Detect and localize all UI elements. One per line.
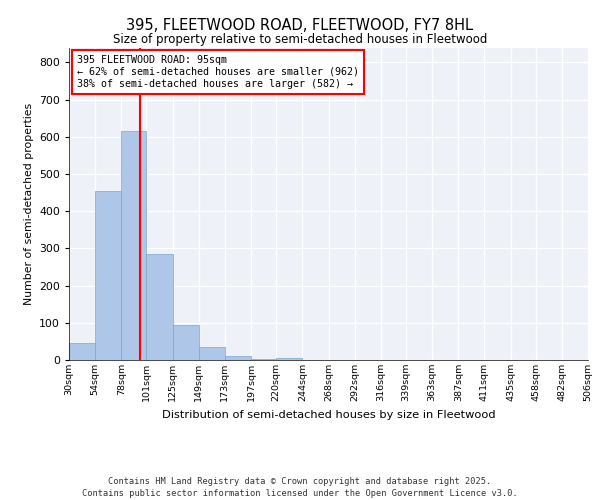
Text: 395, FLEETWOOD ROAD, FLEETWOOD, FY7 8HL: 395, FLEETWOOD ROAD, FLEETWOOD, FY7 8HL [127,18,473,32]
Bar [251,359,276,360]
Text: Contains HM Land Registry data © Crown copyright and database right 2025.
Contai: Contains HM Land Registry data © Crown c… [82,476,518,498]
Bar [146,254,173,360]
Bar [276,358,302,360]
Bar [225,356,251,360]
Bar [121,131,146,360]
Text: 395 FLEETWOOD ROAD: 95sqm
← 62% of semi-detached houses are smaller (962)
38% of: 395 FLEETWOOD ROAD: 95sqm ← 62% of semi-… [77,56,359,88]
Bar [199,347,225,360]
Bar [69,344,95,360]
Bar [95,190,121,360]
Bar [173,326,199,360]
Y-axis label: Number of semi-detached properties: Number of semi-detached properties [23,102,34,305]
X-axis label: Distribution of semi-detached houses by size in Fleetwood: Distribution of semi-detached houses by … [161,410,496,420]
Text: Size of property relative to semi-detached houses in Fleetwood: Size of property relative to semi-detach… [113,32,487,46]
